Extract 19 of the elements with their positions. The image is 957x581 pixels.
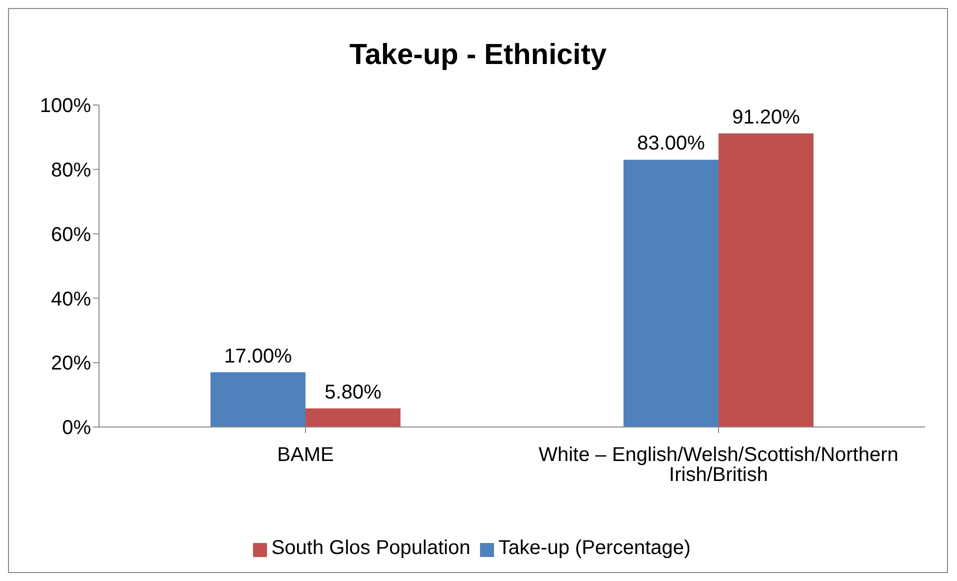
chart-title: Take-up - Ethnicity <box>348 39 608 73</box>
bar <box>718 133 814 427</box>
x-tick-label: BAME <box>277 444 334 466</box>
data-label: 5.80% <box>324 381 382 404</box>
y-tick-label: 100% <box>40 95 92 118</box>
bar <box>306 408 401 427</box>
legend-label: Take-up (Percentage) <box>498 537 691 559</box>
bar <box>624 160 719 427</box>
y-tick-label: 80% <box>50 160 92 182</box>
data-label: 91.20% <box>732 106 800 128</box>
data-label: 17.00% <box>224 345 292 368</box>
data-label: 83.00% <box>637 132 706 155</box>
y-tick-label: 60% <box>50 224 92 246</box>
legend-label: South Glos Population <box>271 537 470 559</box>
y-tick-label: 40% <box>50 288 92 310</box>
y-tick-label: 0% <box>62 417 92 440</box>
x-tick-label: White – English/Welsh/Scottish/Northern Irish/British <box>538 444 898 486</box>
y-tick-label: 20% <box>50 352 92 375</box>
bar <box>210 372 306 427</box>
